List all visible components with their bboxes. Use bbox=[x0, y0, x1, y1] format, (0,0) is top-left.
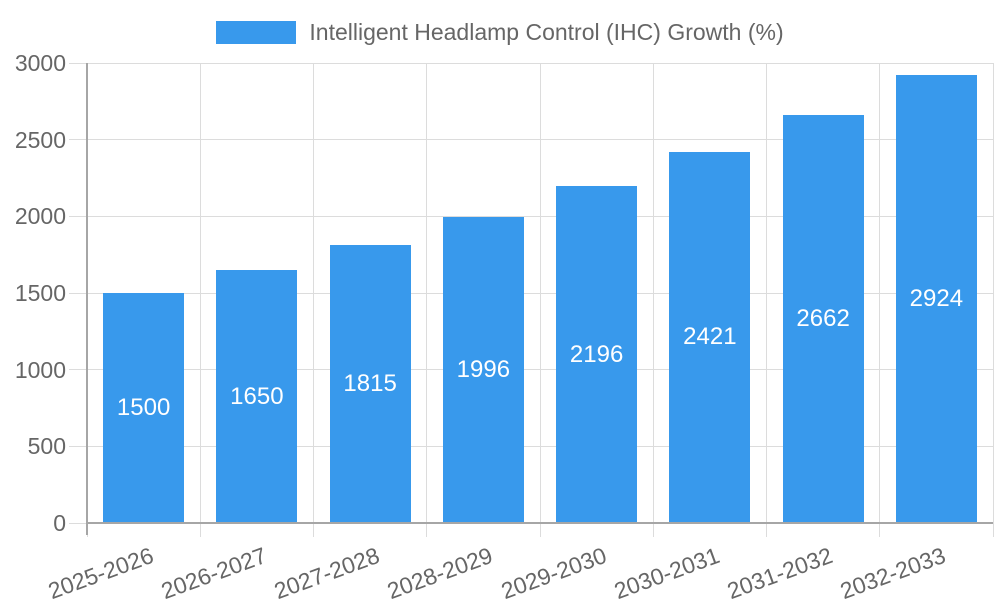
bar bbox=[895, 74, 977, 523]
legend-item[interactable]: Intelligent Headlamp Control (IHC) Growt… bbox=[0, 19, 1000, 46]
gridline-vertical bbox=[199, 63, 201, 537]
x-axis-line bbox=[86, 522, 993, 524]
gridline-vertical bbox=[539, 63, 541, 537]
legend-label: Intelligent Headlamp Control (IHC) Growt… bbox=[309, 19, 784, 45]
bar bbox=[216, 270, 298, 523]
bar bbox=[556, 186, 638, 523]
x-axis-tick-label: 2026-2027 bbox=[157, 542, 270, 600]
y-axis-tick-label: 1000 bbox=[14, 356, 66, 383]
x-axis-tick-label: 2032-2033 bbox=[837, 542, 950, 600]
bar-value-label: 1650 bbox=[230, 382, 284, 410]
bar-value-label: 2421 bbox=[683, 323, 737, 351]
bar-value-label: 2196 bbox=[569, 340, 624, 368]
plot-area: 0 500 1000 1500 2000 2500 3000 1500 2025-2026 165… bbox=[15, 50, 994, 600]
y-axis-line bbox=[86, 63, 88, 535]
y-axis-tick bbox=[69, 522, 87, 524]
x-axis-tick-label: 2031-2032 bbox=[723, 542, 837, 600]
gridline-horizontal bbox=[69, 292, 993, 294]
y-axis-tick-label: 3000 bbox=[14, 50, 66, 76]
gridline-vertical bbox=[652, 63, 654, 537]
y-axis-tick-label: 500 bbox=[27, 433, 66, 460]
legend-swatch bbox=[216, 21, 297, 44]
x-axis-tick-label: 2027-2028 bbox=[270, 542, 384, 600]
y-axis-tick-label: 2000 bbox=[14, 203, 66, 230]
gridline-vertical bbox=[992, 63, 994, 537]
bar bbox=[782, 114, 864, 523]
y-axis-tick-label: 2500 bbox=[14, 126, 66, 153]
bar bbox=[669, 151, 751, 523]
x-axis-tick-label: 2029-2030 bbox=[497, 542, 610, 600]
gridline-horizontal bbox=[69, 139, 993, 141]
bar bbox=[103, 293, 185, 523]
y-axis-tick-label: 1500 bbox=[14, 280, 66, 306]
x-axis-tick-label: 2025-2026 bbox=[44, 542, 157, 600]
bar-value-label: 1500 bbox=[116, 394, 171, 421]
x-axis-tick-label: 2030-2031 bbox=[610, 542, 723, 600]
y-axis-tick-label: 0 bbox=[53, 510, 66, 536]
bar-value-label: 1815 bbox=[343, 369, 397, 397]
gridline-horizontal bbox=[69, 369, 993, 371]
bar-value-label: 1996 bbox=[456, 355, 511, 383]
bar bbox=[442, 216, 524, 523]
bar bbox=[329, 244, 411, 523]
gridline-horizontal bbox=[69, 445, 993, 447]
bar-value-label: 2924 bbox=[909, 284, 964, 312]
gridline-vertical bbox=[313, 63, 314, 537]
gridline-vertical bbox=[766, 63, 767, 537]
gridline-horizontal bbox=[69, 215, 993, 217]
x-axis-tick-label: 2028-2029 bbox=[384, 542, 497, 600]
bar-value-label: 2662 bbox=[796, 304, 850, 332]
gridline-horizontal bbox=[69, 62, 993, 64]
gridline-vertical bbox=[879, 63, 881, 537]
gridline-vertical bbox=[426, 63, 428, 537]
